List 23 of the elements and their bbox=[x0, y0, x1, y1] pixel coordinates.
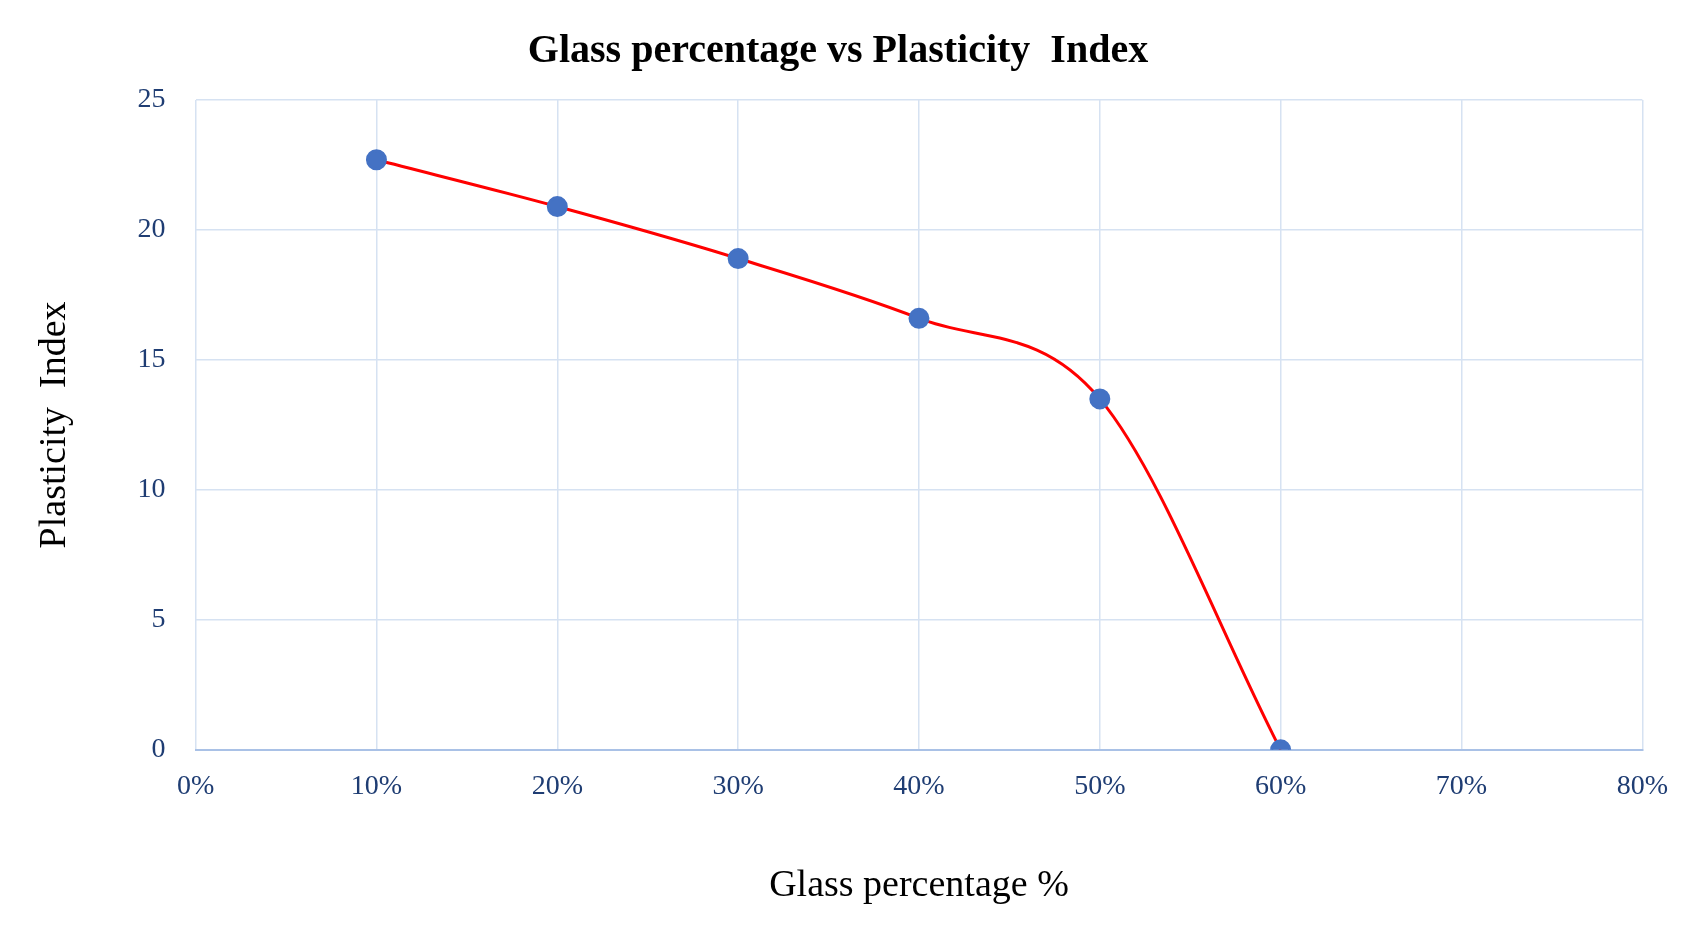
x-tick-label: 30% bbox=[712, 768, 764, 800]
x-tick-label: 10% bbox=[350, 768, 403, 800]
point bbox=[365, 149, 387, 171]
x-axis-title: Glass percentage % bbox=[769, 862, 1069, 905]
y-tick-label: 15 bbox=[137, 342, 166, 374]
chart-title: Glass percentage vs Plasticity Index bbox=[527, 26, 1149, 72]
point bbox=[727, 248, 749, 270]
y-tick-label: 10 bbox=[137, 472, 166, 504]
y-axis-title: Plasticity Index bbox=[30, 301, 73, 549]
y-tick-label: 25 bbox=[137, 82, 166, 114]
x-tick-label: 40% bbox=[893, 768, 945, 800]
x-tick-label: 20% bbox=[531, 768, 583, 800]
x-tick-label: 0% bbox=[176, 768, 215, 800]
y-tick-label: 0 bbox=[151, 732, 166, 764]
point bbox=[908, 307, 930, 329]
x-tick-label: 50% bbox=[1074, 768, 1126, 800]
x-tick-label: 70% bbox=[1435, 768, 1488, 800]
point bbox=[1089, 388, 1111, 410]
y-tick-label: 5 bbox=[151, 602, 166, 634]
point bbox=[546, 196, 568, 218]
y-tick-label: 20 bbox=[137, 212, 166, 244]
x-tick-label: 80% bbox=[1616, 768, 1668, 800]
x-tick-label: 60% bbox=[1254, 768, 1307, 800]
